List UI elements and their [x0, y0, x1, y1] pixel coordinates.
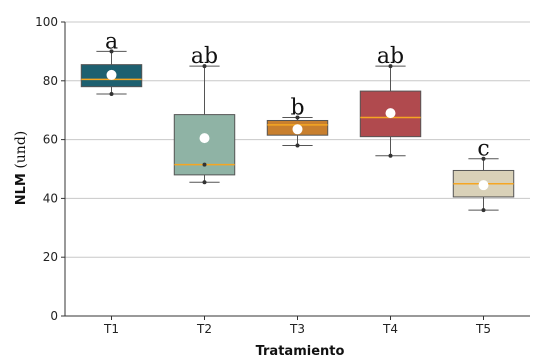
mean-marker-T5	[478, 180, 489, 191]
box-T3	[266, 115, 329, 148]
group-letter-T5: c	[477, 137, 489, 162]
x-tick-label-T1: T1	[103, 322, 119, 336]
y-tick-label-40: 40	[43, 191, 58, 205]
axes	[61, 21, 530, 320]
x-tick-label-T5: T5	[475, 322, 491, 336]
point-T1-0	[109, 92, 114, 97]
point-T1-1	[109, 49, 114, 54]
box-T2	[173, 64, 236, 185]
point-T5-1	[481, 156, 486, 161]
group-letter-T4: ab	[377, 44, 404, 69]
group-letter-T1: a	[105, 29, 118, 54]
mean-marker-T3	[292, 124, 303, 135]
point-T4-0	[388, 153, 393, 158]
point-T3-1	[295, 115, 300, 120]
y-tick-label-60: 60	[43, 133, 58, 147]
group-letter-T3: b	[290, 96, 304, 121]
y-tick-label-100: 100	[35, 15, 58, 29]
point-T2-2	[202, 64, 207, 69]
y-tick-label-0: 0	[50, 309, 58, 323]
y-axis-title-unit: (und)	[13, 131, 29, 173]
x-tick-label-T2: T2	[196, 322, 212, 336]
x-tick-label-T4: T4	[382, 322, 398, 336]
y-tick-label-80: 80	[43, 74, 58, 88]
mean-marker-T1	[106, 69, 117, 80]
y-axis-title-main: NLM	[14, 173, 29, 205]
point-T3-0	[295, 143, 300, 148]
point-T2-1	[202, 162, 207, 167]
box-T5	[452, 156, 515, 213]
box-T4	[359, 64, 422, 158]
x-tick-label-T3: T3	[289, 322, 305, 336]
x-tick-labels: T1 T2 T3 T4 T5	[103, 322, 491, 336]
boxes	[80, 49, 515, 213]
y-tick-labels: 0 20 40 60 80 100	[35, 15, 58, 323]
mean-marker-T2	[199, 133, 210, 144]
point-T2-0	[202, 180, 207, 185]
point-T5-0	[481, 208, 486, 213]
y-axis-title: NLM (und)	[13, 131, 29, 205]
group-letters: a ab b ab c	[105, 29, 490, 161]
x-axis-title: Tratamiento	[256, 344, 345, 359]
group-letter-T2: ab	[191, 44, 218, 69]
y-tick-label-20: 20	[43, 250, 58, 264]
box-T1	[80, 49, 143, 97]
mean-marker-T4	[385, 108, 396, 119]
point-T4-1	[388, 64, 393, 69]
